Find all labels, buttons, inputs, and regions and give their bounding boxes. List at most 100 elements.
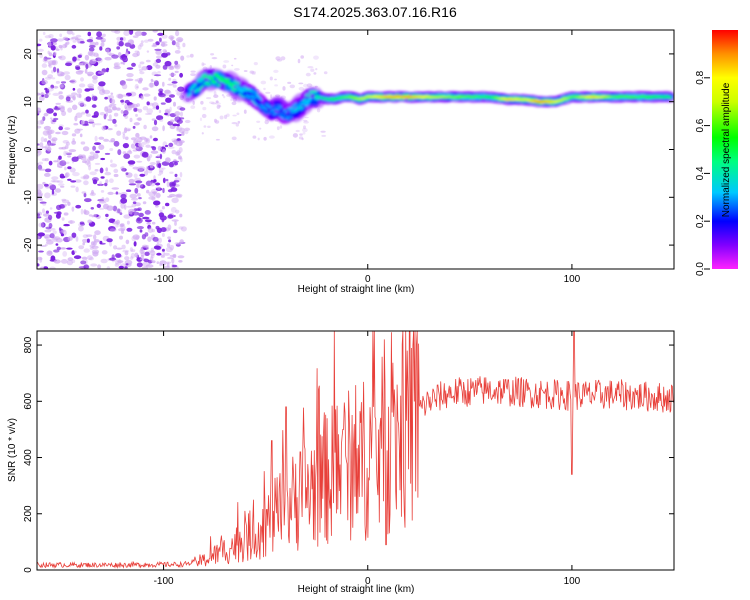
spectrogram-noise-blob <box>42 202 47 206</box>
spectrogram-noise-blob <box>88 44 96 48</box>
spectrogram-noise-blob <box>85 96 92 102</box>
spectrogram-noise-blob <box>52 230 57 235</box>
spectrogram-halo-blob <box>232 114 237 117</box>
spectrogram-noise-blob <box>89 192 96 197</box>
spectrogram-noise-blob <box>124 104 128 110</box>
spectrogram-noise-blob <box>139 136 147 140</box>
spectrogram-noise-blob <box>156 227 162 234</box>
spectrogram-noise-blob <box>121 244 126 250</box>
spectrogram-halo-blob <box>323 71 328 75</box>
spectrogram-halo-blob <box>190 70 196 73</box>
spectrogram-noise-blob <box>158 167 164 173</box>
spectrogram-noise-blob <box>94 162 101 165</box>
spectrogram-noise-blob <box>116 130 122 136</box>
spectrogram-noise-blob <box>146 189 150 194</box>
spectrogram-noise-blob <box>51 137 58 142</box>
spectrogram-noise-blob <box>65 96 71 102</box>
spectrogram-noise-blob <box>60 259 68 264</box>
spectrogram-noise-blob <box>165 246 173 253</box>
spectrogram-noise-blob <box>124 266 128 269</box>
spectrogram-noise-blob <box>156 162 160 168</box>
spectrogram-noise-blob <box>145 137 151 144</box>
snr-y-tick-label: 800 <box>23 336 34 353</box>
spectrogram-noise-blob <box>97 85 104 91</box>
spectrogram-noise-blob <box>74 179 82 183</box>
spectrogram-ridge-segment <box>248 88 253 92</box>
spectrogram-noise-blob <box>86 39 94 43</box>
spectrogram-ridge-segment <box>217 80 230 91</box>
spectrogram-halo-blob <box>201 132 204 135</box>
spectrogram-halo-blob <box>303 119 308 122</box>
spectrogram-ridge-segment <box>559 99 564 102</box>
spectrogram-noise-blob <box>75 66 81 70</box>
spectrogram-noise-blob <box>167 256 173 260</box>
colorbar: 0.0 0.2 0.4 0.6 0.8 Normalized spectral ampl… <box>695 30 738 276</box>
spectrogram-ridge-segment <box>196 77 202 83</box>
spectrogram-noise-blob <box>171 197 179 204</box>
spectrogram-noise-blob <box>105 179 109 184</box>
spectrogram-noise-blob <box>117 259 122 265</box>
spectrogram-noise-blob <box>63 71 70 75</box>
spectrogram-noise-blob <box>43 138 48 143</box>
spectrogram-noise-blob <box>100 258 108 264</box>
spectrogram-noise-blob <box>180 55 185 61</box>
spectrogram-noise-blob <box>99 181 102 186</box>
spectrogram-noise-blob <box>143 124 147 130</box>
spectrogram-noise-blob <box>143 258 150 263</box>
spectrogram-noise-blob <box>123 214 131 219</box>
spectrogram-noise-blob <box>146 222 151 225</box>
spectrogram-noise-blob <box>146 101 150 106</box>
spectrogram-halo-blob <box>213 94 219 98</box>
spectrogram-noise-blob <box>43 213 50 217</box>
spectrogram-noise-blob <box>123 153 131 159</box>
spectrogram-halo-blob <box>184 127 191 131</box>
spectrogram-noise-blob <box>61 199 70 204</box>
spectrogram-noise-blob <box>72 40 77 43</box>
spectrogram-ridge-segment <box>306 97 313 103</box>
spectrogram-noise-blob <box>81 256 88 260</box>
spectrogram-halo-blob <box>302 132 306 135</box>
spectrogram-noise-blob <box>126 227 133 232</box>
spectrogram-noise-blob <box>87 157 92 162</box>
spectrogram-noise-blob <box>166 52 171 56</box>
spectrogram-noise-blob <box>93 111 99 118</box>
spectrogram-ridge-segment <box>297 106 302 110</box>
spectrogram-ridge-segment <box>270 111 280 119</box>
spectrogram-ridge-segment <box>228 83 234 89</box>
colorbar-gradient <box>712 30 738 269</box>
spectrogram-noise-blob <box>37 235 41 240</box>
spectrogram-noise-blob <box>91 241 95 246</box>
spectrogram-noise-blob <box>122 151 127 155</box>
spectrogram-halo-blob <box>297 58 301 64</box>
spectrogram-noise-blob <box>117 93 124 99</box>
spectrogram-ridge-segment <box>250 94 256 100</box>
spectrogram-noise-blob <box>162 81 165 87</box>
spectrogram-ridge-segment <box>192 84 197 88</box>
spectrogram-noise-blob <box>169 171 174 174</box>
spectrogram-noise-blob <box>146 50 150 53</box>
spectrogram-x-tick-label: -100 <box>154 274 174 285</box>
spectrogram-x-tick-label: 0 <box>365 274 371 285</box>
spectrogram-noise-blob <box>93 52 99 57</box>
spectrogram-noise-blob <box>147 236 152 242</box>
snr-panel: -100 0 100 0 200 400 600 800 Height of straigh… <box>7 330 675 595</box>
spectrogram-noise-blob <box>49 207 53 210</box>
spectrogram-noise-blob <box>128 178 135 184</box>
spectrogram-noise-blob <box>47 142 51 148</box>
spectrogram-noise-blob <box>150 250 156 256</box>
spectrogram-halo-blob <box>270 94 273 99</box>
spectrogram-noise-blob <box>173 64 179 68</box>
spectrogram-noise-blob <box>45 76 52 80</box>
spectrogram-noise-blob <box>158 237 162 243</box>
spectrogram-noise-blob <box>99 112 106 116</box>
spectrogram-noise-blob <box>81 111 86 115</box>
spectrogram-noise-blob <box>106 238 113 243</box>
spectrogram-noise-blob <box>119 54 127 61</box>
spectrogram-halo-blob <box>307 66 314 69</box>
spectrogram-noise-blob <box>121 168 127 172</box>
spectrogram-noise-blob <box>148 196 156 200</box>
spectrogram-halo-blob <box>257 137 260 141</box>
spectrogram-halo-blob <box>269 135 275 139</box>
spectrogram-noise-blob <box>106 51 112 56</box>
spectrogram-ridge-segment <box>285 116 290 120</box>
